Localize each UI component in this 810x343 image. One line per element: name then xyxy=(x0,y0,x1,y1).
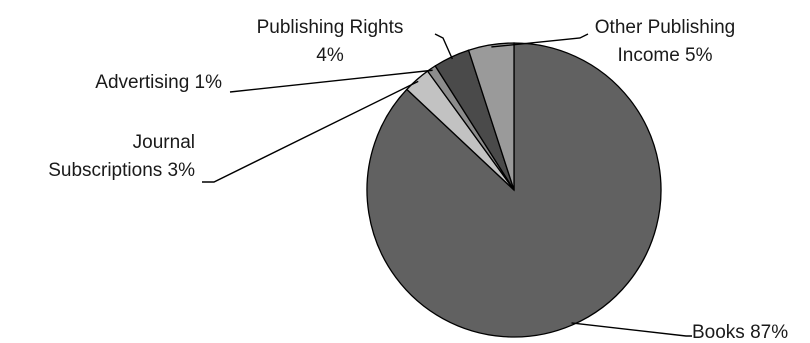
slice-label-line: Income 5% xyxy=(617,45,712,66)
slice-label-line: 4% xyxy=(316,45,344,66)
slice-label-line: Books 87% xyxy=(692,322,788,343)
pie-slices xyxy=(366,42,662,338)
slice-label-line: Journal xyxy=(133,132,195,153)
slice-label: Advertising 1% xyxy=(95,72,222,93)
pie-slice xyxy=(467,42,515,191)
slice-label-line: Other Publishing xyxy=(595,17,735,38)
leader-lines xyxy=(202,33,692,337)
slice-labels: Books 87% Journal Subscriptions 3% Advertis… xyxy=(48,17,788,343)
slice-label: Other Publishing Income 5% xyxy=(595,17,735,66)
leader-line xyxy=(202,80,419,183)
leader-line xyxy=(491,33,589,48)
leader-line xyxy=(229,69,433,93)
slice-label-line: Publishing Rights xyxy=(257,17,404,38)
leader-line xyxy=(434,33,453,60)
slice-label: Publishing Rights 4% xyxy=(257,17,404,66)
slice-label-line: Advertising 1% xyxy=(95,72,222,93)
slice-label-line: Subscriptions 3% xyxy=(48,160,195,181)
slice-label: Books 87% xyxy=(692,322,788,343)
leader-line xyxy=(571,322,692,337)
slice-label: Journal Subscriptions 3% xyxy=(48,132,195,181)
